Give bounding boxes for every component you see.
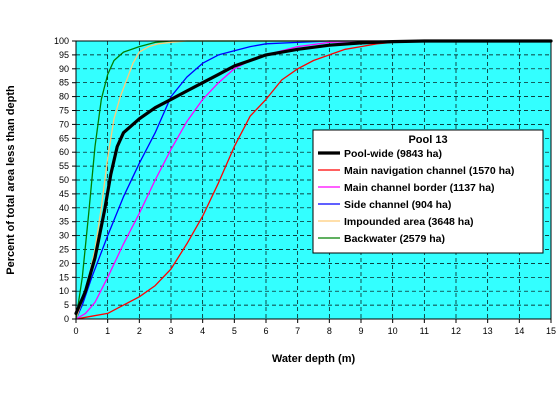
x-tick-label: 9 (358, 326, 363, 336)
legend-entry: Backwater (2579 ha) (344, 233, 445, 245)
legend-entry: Main channel border (1137 ha) (344, 182, 495, 194)
x-tick-label: 3 (168, 326, 173, 336)
x-tick-label: 4 (200, 326, 205, 336)
x-tick-label: 6 (263, 326, 268, 336)
y-tick-label: 65 (59, 133, 69, 143)
legend-title: Pool 13 (408, 134, 447, 146)
x-tick-label: 15 (546, 326, 556, 336)
y-tick-label: 5 (64, 300, 69, 310)
y-tick-label: 85 (59, 78, 69, 88)
x-tick-label: 0 (73, 326, 78, 336)
y-tick-label: 100 (54, 36, 69, 46)
legend-items: Pool-wide (9843 ha) Main navigation chann… (318, 148, 514, 245)
x-tick-label: 7 (295, 326, 300, 336)
legend-entry: Main navigation channel (1570 ha) (344, 165, 514, 177)
x-tick-label: 8 (327, 326, 332, 336)
x-tick-label: 11 (420, 326, 429, 336)
y-tick-label: 80 (59, 92, 69, 102)
x-axis-label: Water depth (m) (272, 353, 356, 365)
y-tick-label: 75 (59, 106, 69, 116)
y-tick-label: 15 (59, 272, 69, 282)
legend-entry: Side channel (904 ha) (344, 199, 451, 211)
series-layer (74, 39, 553, 320)
y-tick-label: 95 (59, 50, 69, 60)
y-tick-label: 55 (59, 161, 69, 171)
series-line (75, 40, 552, 320)
x-tick-label: 10 (388, 326, 398, 336)
y-tick-label: 70 (59, 119, 69, 129)
y-tick-label: 30 (59, 231, 69, 241)
series-line (75, 40, 552, 320)
x-tick-label: 14 (514, 326, 524, 336)
x-tick-label: 5 (232, 326, 237, 336)
y-tick-label: 10 (59, 286, 69, 296)
y-tick-label: 20 (59, 258, 69, 268)
y-tick-label: 90 (59, 64, 69, 74)
y-axis-ticks: 0 5 10 15 20 25 30 35 40 45 50 55 60 65 70 75 80 85 90 95 10… (54, 36, 76, 324)
y-tick-label: 45 (59, 189, 69, 199)
legend-entry: Impounded area (3648 ha) (344, 216, 474, 228)
series-line (75, 40, 552, 320)
y-tick-label: 35 (59, 217, 69, 227)
x-tick-label: 13 (483, 326, 493, 336)
y-tick-label: 60 (59, 147, 69, 157)
y-tick-label: 25 (59, 245, 69, 255)
x-tick-label: 2 (137, 326, 142, 336)
legend-box (312, 129, 544, 254)
series-line (74, 39, 553, 315)
x-tick-label: 1 (105, 326, 110, 336)
y-tick-label: 40 (59, 203, 69, 213)
x-tick-label: 12 (451, 326, 461, 336)
x-axis-ticks: 0 1 2 3 4 5 6 7 8 9 10 11 12 13 14 15 (73, 319, 556, 336)
legend: Pool 13 Pool-wide (9843 ha) Main navigati… (312, 129, 544, 254)
legend-entry: Pool-wide (9843 ha) (344, 148, 442, 160)
series-line (75, 40, 552, 320)
y-tick-label: 0 (64, 314, 69, 324)
y-tick-label: 50 (59, 175, 69, 185)
y-axis-label: Percent of total area less than depth (5, 85, 17, 275)
